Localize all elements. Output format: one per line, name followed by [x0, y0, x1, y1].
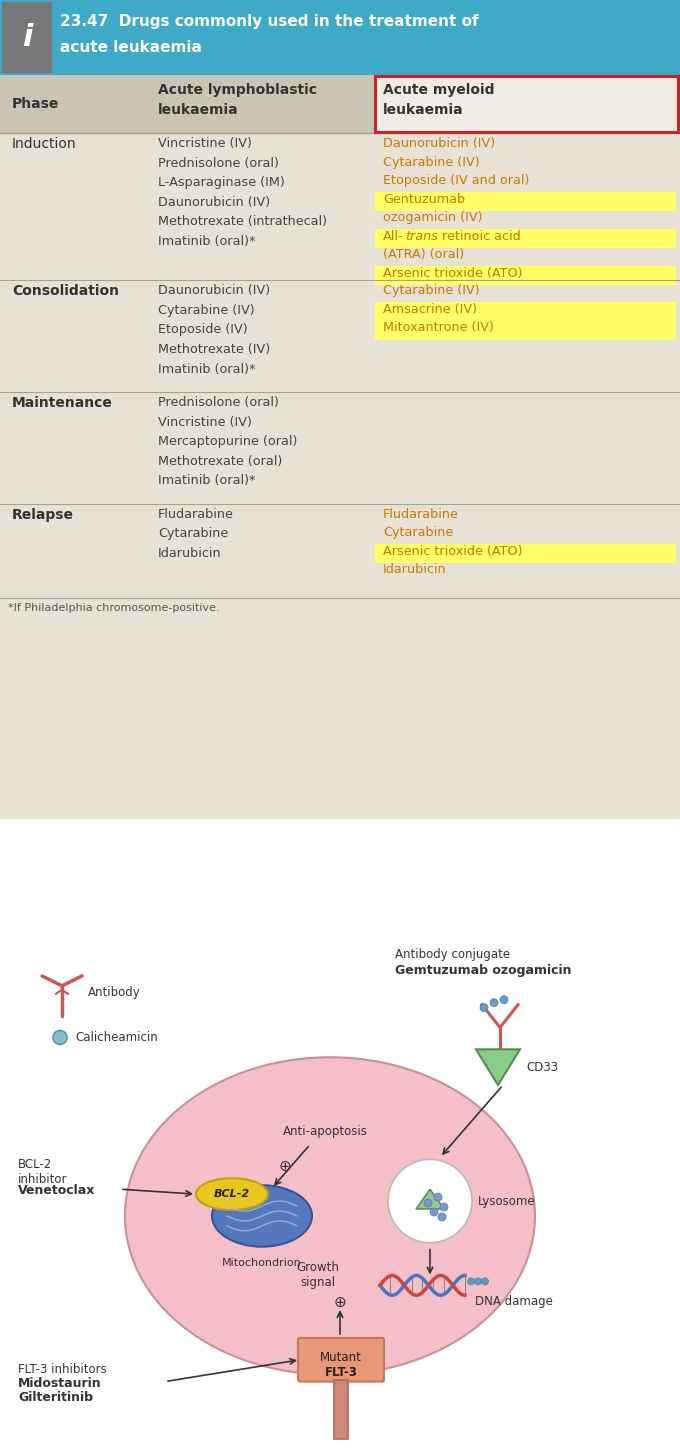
Text: Prednisolone (oral): Prednisolone (oral) — [158, 396, 279, 409]
Text: acute leukaemia: acute leukaemia — [60, 41, 202, 55]
Text: BCL-2: BCL-2 — [214, 1189, 250, 1199]
Bar — [375, 302, 676, 322]
Text: Fludarabine: Fludarabine — [158, 507, 234, 521]
Circle shape — [500, 996, 508, 1003]
Text: Prednisolone (oral): Prednisolone (oral) — [158, 157, 279, 170]
Text: Etoposide (IV and oral): Etoposide (IV and oral) — [383, 174, 529, 187]
Text: Idarubicin: Idarubicin — [383, 564, 447, 576]
Bar — [375, 320, 676, 339]
Text: Mutant: Mutant — [320, 1351, 362, 1364]
Text: Mitoxantrone (IV): Mitoxantrone (IV) — [383, 322, 494, 335]
Circle shape — [490, 999, 498, 1006]
Circle shape — [480, 1003, 488, 1012]
Text: i: i — [22, 23, 32, 52]
Text: Antibody conjugate: Antibody conjugate — [395, 948, 510, 961]
Text: Mercaptopurine (oral): Mercaptopurine (oral) — [158, 435, 297, 448]
Text: Midostaurin: Midostaurin — [18, 1376, 101, 1389]
Text: Daunorubicin (IV): Daunorubicin (IV) — [158, 196, 270, 209]
FancyBboxPatch shape — [375, 75, 678, 132]
Text: trans: trans — [405, 231, 438, 242]
Ellipse shape — [196, 1179, 268, 1209]
Text: Cytarabine (IV): Cytarabine (IV) — [383, 284, 479, 297]
Text: Relapse: Relapse — [12, 507, 74, 522]
Circle shape — [438, 1214, 446, 1221]
Text: BCL-2
inhibitor: BCL-2 inhibitor — [18, 1159, 67, 1186]
Circle shape — [424, 1199, 432, 1206]
Circle shape — [475, 1277, 481, 1285]
Text: Calicheamicin: Calicheamicin — [75, 1031, 158, 1044]
Text: Cytarabine: Cytarabine — [383, 526, 454, 539]
Text: Gemtuzumab ozogamicin: Gemtuzumab ozogamicin — [395, 964, 571, 977]
Bar — [375, 265, 676, 286]
Text: Arsenic trioxide (ATO): Arsenic trioxide (ATO) — [383, 545, 522, 558]
Polygon shape — [476, 1050, 520, 1085]
Text: leukaemia: leukaemia — [158, 103, 239, 117]
Text: Phase: Phase — [12, 97, 59, 112]
Ellipse shape — [212, 1185, 312, 1247]
Text: Imatinib (oral)*: Imatinib (oral)* — [158, 474, 256, 487]
Text: Daunorubicin (IV): Daunorubicin (IV) — [158, 284, 270, 297]
Text: Methotrexate (IV): Methotrexate (IV) — [158, 344, 270, 357]
Text: DNA damage: DNA damage — [475, 1295, 553, 1308]
Text: Methotrexate (intrathecal): Methotrexate (intrathecal) — [158, 216, 327, 228]
Text: L-Asparaginase (IM): L-Asparaginase (IM) — [158, 177, 285, 190]
Text: Gentuzumab: Gentuzumab — [383, 193, 465, 206]
Text: Venetoclax: Venetoclax — [18, 1185, 95, 1198]
Text: Antibody: Antibody — [88, 986, 141, 999]
Text: retinoic acid: retinoic acid — [438, 231, 521, 242]
Text: Cytarabine (IV): Cytarabine (IV) — [158, 304, 254, 318]
Bar — [2, 1, 52, 72]
Text: ozogamicin (IV): ozogamicin (IV) — [383, 212, 483, 225]
Text: leukaemia: leukaemia — [383, 103, 464, 117]
Ellipse shape — [125, 1057, 535, 1375]
Text: Vincristine (IV): Vincristine (IV) — [158, 416, 252, 429]
Text: (ATRA) (oral): (ATRA) (oral) — [383, 248, 464, 261]
Text: FLT-3: FLT-3 — [324, 1366, 358, 1379]
Text: Amsacrine (IV): Amsacrine (IV) — [383, 303, 477, 316]
Text: CD33: CD33 — [526, 1061, 558, 1073]
Text: Vincristine (IV): Vincristine (IV) — [158, 138, 252, 151]
Text: 23.47  Drugs commonly used in the treatment of: 23.47 Drugs commonly used in the treatme… — [60, 14, 479, 29]
Text: Lysosome: Lysosome — [478, 1195, 536, 1208]
Text: *If Philadelphia chromosome-positive.: *If Philadelphia chromosome-positive. — [8, 603, 220, 613]
Text: ⊕: ⊕ — [334, 1295, 346, 1309]
Text: Maintenance: Maintenance — [12, 396, 113, 410]
Circle shape — [468, 1277, 475, 1285]
Bar — [375, 229, 676, 248]
Circle shape — [430, 1208, 438, 1217]
Circle shape — [388, 1160, 472, 1243]
Text: ⊕: ⊕ — [279, 1159, 291, 1174]
Circle shape — [434, 1193, 442, 1201]
Circle shape — [53, 1031, 67, 1044]
Text: Methotrexate (oral): Methotrexate (oral) — [158, 455, 282, 468]
Text: Cytarabine (IV): Cytarabine (IV) — [383, 155, 479, 168]
Bar — [0, 75, 680, 133]
Text: Daunorubicin (IV): Daunorubicin (IV) — [383, 138, 495, 151]
Text: Arsenic trioxide (ATO): Arsenic trioxide (ATO) — [383, 267, 522, 280]
Circle shape — [481, 1277, 488, 1285]
Text: Induction: Induction — [12, 138, 77, 151]
FancyBboxPatch shape — [298, 1338, 384, 1382]
Text: Fludarabine: Fludarabine — [383, 507, 459, 521]
Text: FLT-3 inhibitors: FLT-3 inhibitors — [18, 1363, 107, 1376]
Bar — [375, 544, 676, 564]
Text: Etoposide (IV): Etoposide (IV) — [158, 323, 248, 336]
Text: Acute myeloid: Acute myeloid — [383, 83, 494, 97]
Text: Imatinib (oral)*: Imatinib (oral)* — [158, 362, 256, 376]
Text: Idarubicin: Idarubicin — [158, 547, 222, 560]
Text: Gilteritinib: Gilteritinib — [18, 1392, 93, 1405]
Text: Mitochondrion: Mitochondrion — [222, 1257, 302, 1267]
Bar — [0, 0, 680, 75]
Text: Anti-apoptosis: Anti-apoptosis — [283, 1125, 367, 1138]
Text: Consolidation: Consolidation — [12, 284, 119, 299]
Text: Acute lymphoblastic: Acute lymphoblastic — [158, 83, 317, 97]
Text: Growth
signal: Growth signal — [296, 1260, 339, 1289]
Bar — [375, 191, 676, 212]
Text: Cytarabine: Cytarabine — [158, 528, 228, 541]
Text: Imatinib (oral)*: Imatinib (oral)* — [158, 235, 256, 248]
Circle shape — [440, 1204, 448, 1211]
Bar — [334, 1379, 348, 1438]
Text: All-: All- — [383, 231, 404, 242]
Polygon shape — [416, 1189, 444, 1209]
